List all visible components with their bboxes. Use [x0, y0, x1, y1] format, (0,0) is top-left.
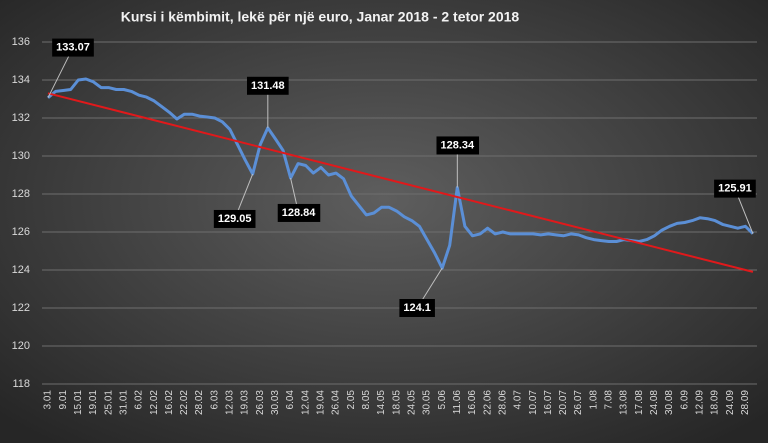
- data-label-box: [277, 203, 321, 222]
- x-tick-label: 11.06: [452, 390, 463, 415]
- y-tick-label: 122: [12, 302, 30, 314]
- x-tick-label: 7.08: [604, 390, 615, 410]
- x-tick-label: 13.08: [619, 390, 630, 415]
- data-label: 128.34: [440, 139, 475, 151]
- x-tick-label: 6.03: [209, 390, 220, 410]
- x-tick-label: 19.03: [240, 390, 251, 415]
- x-tick-label: 24.08: [649, 390, 660, 415]
- x-tick-label: 6.04: [285, 390, 296, 410]
- x-tick-label: 4.07: [513, 390, 524, 410]
- x-tick-label: 1.08: [588, 390, 599, 410]
- data-label: 129.05: [218, 213, 252, 225]
- x-tick-label: 2.05: [346, 390, 357, 410]
- x-tick-label: 9.01: [58, 390, 69, 410]
- y-tick-label: 136: [12, 36, 30, 48]
- x-tick-label: 28.02: [194, 390, 205, 415]
- x-tick-label: 18.09: [710, 390, 721, 415]
- x-tick-label: 28.09: [740, 390, 751, 415]
- x-tick-label: 26.07: [573, 390, 584, 415]
- y-tick-label: 134: [12, 74, 30, 86]
- data-label: 133.07: [56, 42, 90, 54]
- x-tick-label: 22.06: [482, 390, 493, 415]
- data-line: [47, 77, 754, 270]
- x-tick-label: 22.02: [179, 390, 190, 415]
- x-tick-label: 17.08: [634, 390, 645, 415]
- x-tick-label: 16.02: [164, 390, 175, 415]
- data-label: 131.48: [251, 80, 285, 92]
- y-tick-label: 124: [12, 264, 30, 276]
- chart-title: Kursi i këmbimit, lekë për një euro, Jan…: [121, 9, 520, 25]
- x-tick-label: 26.04: [331, 390, 342, 415]
- x-tick-label: 24.09: [725, 390, 736, 415]
- x-tick-label: 26.03: [255, 390, 266, 415]
- x-tick-label: 20.07: [558, 390, 569, 415]
- data-label-box: [399, 299, 435, 318]
- data-label-box: [213, 209, 256, 228]
- y-tick-label: 120: [12, 340, 30, 352]
- x-tick-label: 19.04: [316, 390, 327, 415]
- x-tick-label: 15.01: [73, 390, 84, 415]
- x-tick-label: 6.02: [134, 390, 145, 410]
- x-tick-label: 14.05: [376, 390, 387, 415]
- x-tick-label: 12.03: [225, 390, 236, 415]
- y-tick-label: 118: [12, 378, 30, 390]
- x-tick-label: 16.06: [467, 390, 478, 415]
- x-tick-label: 30.05: [422, 390, 433, 415]
- x-tick-label: 25.01: [103, 390, 114, 415]
- x-tick-label: 8.05: [361, 390, 372, 410]
- data-label: 124.1: [403, 302, 431, 314]
- data-label: 125.91: [718, 183, 752, 195]
- y-tick-label: 128: [12, 188, 30, 200]
- y-tick-label: 132: [12, 112, 30, 124]
- x-tick-label: 28.06: [497, 390, 508, 415]
- x-tick-label: 24.05: [406, 390, 417, 415]
- x-tick-label: 30.08: [664, 390, 675, 415]
- x-tick-label: 30.03: [270, 390, 281, 415]
- y-tick-label: 130: [12, 150, 30, 162]
- data-label-box: [714, 179, 756, 198]
- x-tick-label: 3.01: [43, 390, 54, 410]
- y-tick-label: 126: [12, 226, 30, 238]
- trend-line: [47, 92, 754, 273]
- data-label-box: [436, 136, 480, 155]
- x-tick-label: 5.06: [437, 390, 448, 410]
- x-tick-label: 12.04: [300, 390, 311, 415]
- x-tick-label: 12.02: [149, 390, 160, 415]
- x-tick-label: 18.05: [391, 390, 402, 415]
- data-label-box: [52, 38, 94, 57]
- x-tick-label: 12.09: [695, 390, 706, 415]
- data-label-box: [246, 76, 289, 95]
- x-tick-label: 16.07: [543, 390, 554, 415]
- x-tick-label: 6.09: [679, 390, 690, 410]
- x-tick-label: 31.01: [118, 390, 129, 415]
- data-label: 128.84: [282, 207, 317, 219]
- x-tick-label: 19.01: [88, 390, 99, 415]
- x-tick-label: 10.07: [528, 390, 539, 415]
